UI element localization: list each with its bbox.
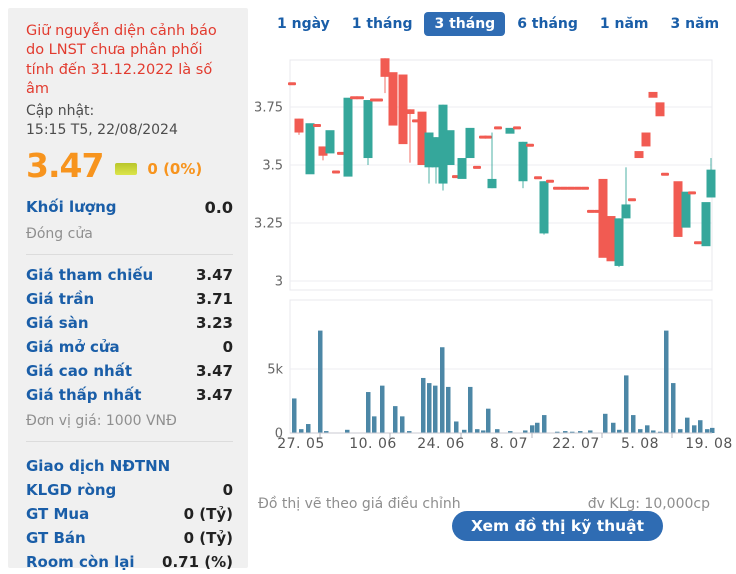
svg-text:10. 06: 10. 06 <box>349 436 397 452</box>
svg-text:5. 08: 5. 08 <box>621 436 659 452</box>
divider <box>26 254 233 256</box>
svg-text:3.5: 3.5 <box>262 159 283 174</box>
price-row-low: Giá thấp nhất 3.47 <box>26 386 233 405</box>
svg-text:3.25: 3.25 <box>254 217 283 232</box>
price-row-ceiling: Giá trần 3.71 <box>26 290 233 309</box>
time-range-tabs: 1 ngày 1 tháng 3 tháng 6 tháng 1 năm 3 n… <box>267 12 736 36</box>
price-row-open: Giá mở cửa 0 <box>26 338 233 357</box>
tab-1-nam[interactable]: 1 năm <box>599 16 649 32</box>
svg-text:3.75: 3.75 <box>254 101 283 116</box>
foreign-trading-header: Giao dịch NĐTNN <box>26 457 171 476</box>
updated-label: Cập nhật: <box>26 102 95 119</box>
price-change: 0 (0%) <box>147 159 203 178</box>
current-price-line: 3.47 0 (0%) <box>26 149 233 182</box>
price-unit-note: Đơn vị giá: 1000 VNĐ <box>26 413 177 430</box>
price-detail-rows: Giá tham chiếu 3.47 Giá trần 3.71 Giá sà… <box>26 263 233 407</box>
last-updated: Cập nhật: 15:15 T5, 22/08/2024 <box>26 102 233 140</box>
chart-note-adjusted-price: Đồ thị vẽ theo giá điều chỉnh <box>258 496 461 512</box>
volume-value: 0.0 <box>204 197 233 217</box>
price-row-high: Giá cao nhất 3.47 <box>26 362 233 381</box>
updated-value: 15:15 T5, 22/08/2024 <box>26 121 178 138</box>
chart-note-volume-unit: đv KLg: 10,000cp <box>587 496 710 512</box>
tab-3-nam[interactable]: 3 năm <box>670 16 720 32</box>
svg-text:22. 07: 22. 07 <box>552 436 600 452</box>
tab-1-ngay[interactable]: 1 ngày <box>277 16 330 32</box>
tab-tat-ca[interactable]: Tất cả <box>731 12 736 36</box>
price-row-reference: Giá tham chiếu 3.47 <box>26 266 233 285</box>
svg-text:3: 3 <box>275 275 283 290</box>
stock-summary-sidebar: Giữ nguyễn diện cảnh báo do LNST chưa ph… <box>8 8 248 571</box>
warning-text: Giữ nguyễn diện cảnh báo do LNST chưa ph… <box>26 23 217 98</box>
foreign-row-room-left: Room còn lại 0.71 (%) <box>26 553 233 572</box>
price-row-floor: Giá sàn 3.23 <box>26 314 233 333</box>
volume-row: Khối lượng 0.0 <box>26 194 233 220</box>
price-volume-chart[interactable]: 3.75 3.5 3.25 3 5k 027. 05 10. 06 24. 06 8. 07 22… <box>250 50 736 470</box>
foreign-row-net-volume: KLGD ròng 0 <box>26 481 233 500</box>
svg-text:0: 0 <box>275 427 283 442</box>
svg-text:27. 05: 27. 05 <box>277 436 325 452</box>
tab-1-thang[interactable]: 1 tháng <box>351 16 413 32</box>
svg-text:24. 06: 24. 06 <box>417 436 465 452</box>
volume-label: Khối lượng <box>26 198 117 217</box>
foreign-row-sell-value: GT Bán 0 (Tỷ) <box>26 529 233 548</box>
price-status-indicator <box>115 162 138 175</box>
svg-text:19. 08: 19. 08 <box>685 436 733 452</box>
svg-text:5k: 5k <box>267 363 283 378</box>
tab-3-thang[interactable]: 3 tháng <box>424 12 506 36</box>
svg-text:8. 07: 8. 07 <box>490 436 528 452</box>
technical-chart-button[interactable]: Xem đồ thị kỹ thuật <box>452 511 664 541</box>
foreign-trading-rows: KLGD ròng 0 GT Mua 0 (Tỷ) GT Bán 0 (Tỷ) … <box>26 478 233 574</box>
session-status: Đóng cửa <box>26 226 93 243</box>
divider <box>26 441 233 443</box>
foreign-row-buy-value: GT Mua 0 (Tỷ) <box>26 505 233 524</box>
current-price: 3.47 <box>26 146 104 186</box>
tab-6-thang[interactable]: 6 tháng <box>517 16 578 32</box>
